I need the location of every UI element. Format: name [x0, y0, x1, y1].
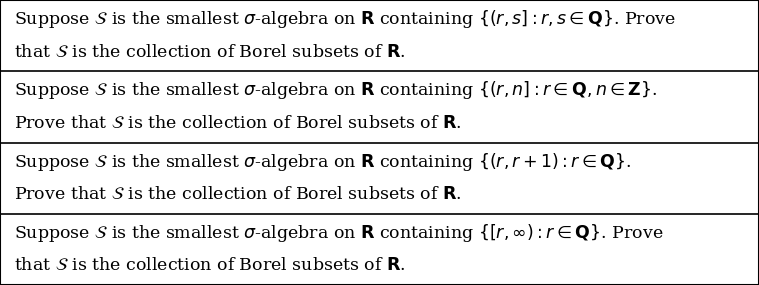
- Text: that $\mathcal{S}$ is the collection of Borel subsets of $\mathbf{R}$.: that $\mathcal{S}$ is the collection of …: [14, 257, 405, 274]
- Text: Suppose $\mathcal{S}$ is the smallest $\sigma$-algebra on $\mathbf{R}$ containin: Suppose $\mathcal{S}$ is the smallest $\…: [14, 222, 663, 244]
- Text: that $\mathcal{S}$ is the collection of Borel subsets of $\mathbf{R}$.: that $\mathcal{S}$ is the collection of …: [14, 44, 405, 60]
- Text: Suppose $\mathcal{S}$ is the smallest $\sigma$-algebra on $\mathbf{R}$ containin: Suppose $\mathcal{S}$ is the smallest $\…: [14, 8, 676, 30]
- Text: Prove that $\mathcal{S}$ is the collection of Borel subsets of $\mathbf{R}$.: Prove that $\mathcal{S}$ is the collecti…: [14, 186, 461, 203]
- Text: Prove that $\mathcal{S}$ is the collection of Borel subsets of $\mathbf{R}$.: Prove that $\mathcal{S}$ is the collecti…: [14, 115, 461, 132]
- Text: Suppose $\mathcal{S}$ is the smallest $\sigma$-algebra on $\mathbf{R}$ containin: Suppose $\mathcal{S}$ is the smallest $\…: [14, 80, 657, 101]
- Text: Suppose $\mathcal{S}$ is the smallest $\sigma$-algebra on $\mathbf{R}$ containin: Suppose $\mathcal{S}$ is the smallest $\…: [14, 151, 631, 173]
